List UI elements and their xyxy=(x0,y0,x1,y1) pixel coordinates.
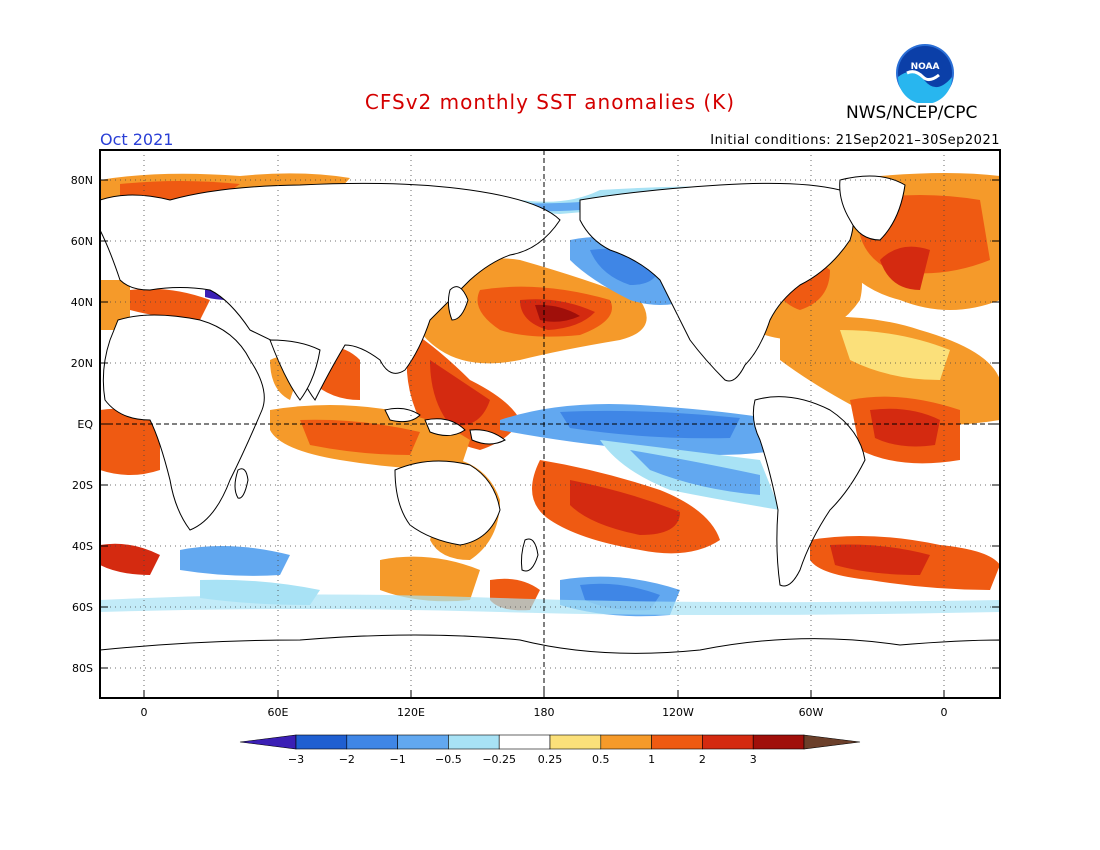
colorbar-tick-label: 0.25 xyxy=(538,753,563,766)
colorbar-swatch xyxy=(295,734,348,750)
colorbar-tick-label: 0.5 xyxy=(592,753,610,766)
colorbar-overflow-arrow xyxy=(803,734,861,750)
lon-label-120e: 120E xyxy=(397,706,425,719)
equator-dateline xyxy=(100,150,1000,698)
lon-label-60e: 60E xyxy=(268,706,289,719)
colorbar-tick-label: −0.5 xyxy=(435,753,462,766)
lat-label-40n: 40N xyxy=(71,296,93,309)
colorbar-tick-label: −1 xyxy=(389,753,405,766)
lat-label-60n: 60N xyxy=(71,235,93,248)
colorbar-tick-label: 2 xyxy=(699,753,706,766)
lat-label-80n: 80N xyxy=(71,174,93,187)
lat-label-80s: 80S xyxy=(72,662,93,675)
lat-label-eq: EQ xyxy=(77,418,93,431)
lat-label-40s: 40S xyxy=(72,540,93,553)
lon-label-180: 180 xyxy=(534,706,555,719)
colorbar-swatch xyxy=(397,734,449,750)
lon-label-0-west: 0 xyxy=(141,706,148,719)
noaa-logo-icon: NOAA xyxy=(896,44,954,103)
colorbar-swatch xyxy=(498,734,551,750)
colorbar-tick-label: 3 xyxy=(750,753,757,766)
colorbar-swatch xyxy=(752,734,805,750)
colorbar-swatch xyxy=(549,734,602,750)
period-label: Oct 2021 xyxy=(100,130,174,149)
colorbar-swatch xyxy=(448,734,500,750)
map-title: CFSv2 monthly SST anomalies (K) xyxy=(364,90,736,114)
lon-label-60w: 60W xyxy=(799,706,824,719)
colorbar-underflow-arrow xyxy=(239,734,297,750)
colorbar-tick-label: −2 xyxy=(339,753,355,766)
colorbar-swatch xyxy=(702,734,754,750)
lat-label-20s: 20S xyxy=(72,479,93,492)
colorbar-tick-label: 1 xyxy=(648,753,655,766)
initial-conditions-label: Initial conditions: 21Sep2021–30Sep2021 xyxy=(710,133,1000,148)
colorbar-tick-label: −0.25 xyxy=(482,753,516,766)
lat-label-20n: 20N xyxy=(71,357,93,370)
land-masses xyxy=(100,175,1000,698)
axis-ticks xyxy=(100,179,1000,698)
logo-text: NOAA xyxy=(911,62,940,72)
map-gridlines xyxy=(100,150,1000,698)
lon-label-0-east: 0 xyxy=(941,706,948,719)
colorbar-swatch xyxy=(600,734,652,750)
lon-label-120w: 120W xyxy=(662,706,694,719)
colorbar: −3 −2 −1 −0.5 −0.25 0.25 0.5 1 2 3 xyxy=(239,734,861,766)
anomaly-field xyxy=(100,173,1000,698)
colorbar-swatch xyxy=(651,734,703,750)
colorbar-tick-label: −3 xyxy=(288,753,304,766)
colorbar-swatch xyxy=(346,734,398,750)
agency-label: NWS/NCEP/CPC xyxy=(846,103,978,123)
lat-label-60s: 60S xyxy=(72,601,93,614)
